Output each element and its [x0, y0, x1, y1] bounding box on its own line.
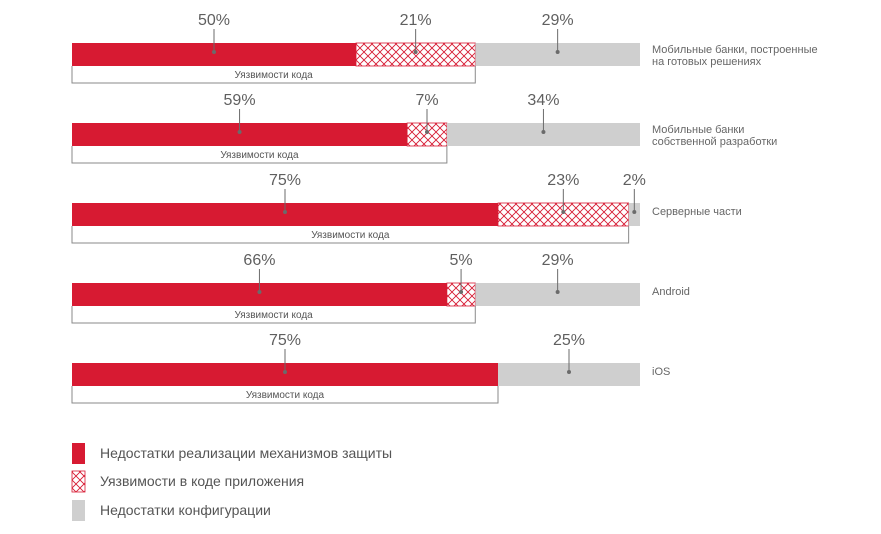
- data-label: 75%: [269, 172, 301, 189]
- legend-label: Недостатки реализации механизмов защиты: [100, 445, 392, 461]
- bar-row: 75% 23% 2% Уязвимости кода Серверные части: [71, 172, 742, 244]
- value-dot: [212, 50, 216, 54]
- bracket: [71, 146, 448, 164]
- bracket: [71, 386, 499, 404]
- category-label: Мобильные банки: [652, 124, 744, 136]
- value-dot: [567, 370, 571, 374]
- category-label: iOS: [652, 366, 670, 378]
- legend-swatch: [71, 470, 86, 493]
- data-label: 50%: [198, 12, 230, 29]
- data-label: 5%: [450, 252, 473, 269]
- bar-segment: [446, 123, 640, 146]
- value-dot: [561, 210, 566, 214]
- value-dot: [541, 130, 546, 134]
- value-dot: [413, 50, 418, 54]
- bar-segment: [475, 283, 640, 306]
- value-dot: [257, 290, 262, 294]
- data-label: 59%: [224, 92, 256, 109]
- category-label: Серверные части: [652, 206, 742, 218]
- bracket: [71, 306, 476, 324]
- legend-label: Уязвимости в коде приложения: [100, 473, 304, 489]
- category-label: Android: [652, 286, 690, 298]
- bar-row: 50% 21% 29% Уязвимости кода Мобильные банки,…: [71, 12, 818, 84]
- value-dot: [555, 50, 560, 54]
- bar-segment: [72, 43, 356, 66]
- bar-row: 59% 7% 34% Уязвимости кода Мобильные банкисо…: [71, 92, 777, 164]
- data-label: 21%: [400, 12, 432, 29]
- legend-item: Недостатки конфигурации: [72, 500, 271, 521]
- bar-segment: [72, 123, 408, 146]
- bars-group: 50% 21% 29% Уязвимости кода Мобильные банки,…: [71, 12, 818, 404]
- legend-label: Недостатки конфигурации: [100, 502, 271, 518]
- data-label: 75%: [269, 332, 301, 349]
- value-dot: [632, 210, 637, 214]
- legend-item: Уязвимости в коде приложения: [71, 470, 304, 493]
- value-dot: [283, 370, 287, 374]
- value-dot: [425, 130, 429, 134]
- data-label: 2%: [623, 172, 646, 189]
- data-label: 7%: [415, 92, 438, 109]
- data-label: 29%: [542, 252, 574, 269]
- bar-segment: [475, 43, 640, 66]
- legend-swatch: [72, 443, 85, 464]
- bar-segment: [72, 363, 498, 386]
- data-label: 66%: [243, 252, 275, 269]
- legend-item: Недостатки реализации механизмов защиты: [72, 443, 392, 464]
- value-dot: [283, 210, 287, 214]
- value-dot: [237, 130, 242, 134]
- category-label: Мобильные банки, построенные: [652, 44, 818, 56]
- bracket-label: Уязвимости кода: [246, 390, 325, 401]
- bar-segment: [72, 203, 498, 226]
- legend: Недостатки реализации механизмов защиты У…: [71, 443, 392, 521]
- bar-segment: [628, 203, 640, 226]
- value-dot: [459, 290, 464, 294]
- bar-segment: [72, 283, 447, 306]
- category-label: собственной разработки: [652, 136, 777, 148]
- category-label: на готовых решениях: [652, 56, 762, 68]
- data-label: 34%: [527, 92, 559, 109]
- data-label: 29%: [542, 12, 574, 29]
- bracket: [71, 226, 630, 244]
- bracket: [71, 66, 476, 84]
- bar-segment: [498, 363, 640, 386]
- value-dot: [555, 290, 560, 294]
- bracket-label: Уязвимости кода: [235, 310, 314, 321]
- bracket-label: Уязвимости кода: [220, 150, 299, 161]
- bar-row: 75% 25% Уязвимости кода iOS: [71, 332, 670, 404]
- data-label: 23%: [547, 172, 579, 189]
- bracket-label: Уязвимости кода: [311, 230, 390, 241]
- bar-row: 66% 5% 29% Уязвимости кода Android: [71, 252, 690, 324]
- data-label: 25%: [553, 332, 585, 349]
- bracket-label: Уязвимости кода: [235, 70, 314, 81]
- legend-swatch: [72, 500, 85, 521]
